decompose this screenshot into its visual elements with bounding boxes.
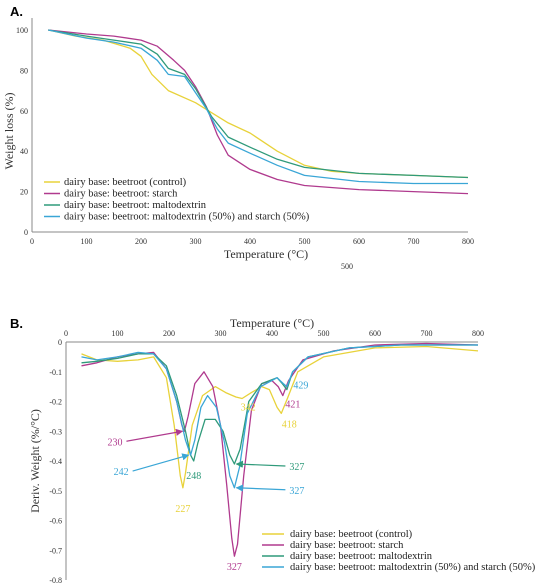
peak-annotation-242: 242 (114, 467, 129, 478)
y-tick-label: -0.5 (49, 487, 62, 496)
x-tick-label: 0 (30, 237, 34, 246)
peak-annotation-342: 342 (241, 403, 256, 414)
x-axis-title: Temperature (°C) (230, 316, 314, 330)
y-tick-label: -0.2 (49, 398, 62, 407)
panel-b-label: B. (10, 316, 23, 331)
x-tick-label: 600 (369, 329, 381, 338)
peak-annotation-327: 327 (289, 486, 304, 497)
panel-a-label: A. (10, 4, 23, 19)
annotation-arrow (235, 460, 286, 468)
legend-label-control: dairy base: beetroot (control) (64, 177, 187, 188)
y-tick-label: 0 (58, 338, 62, 347)
x-tick-label: 700 (421, 329, 433, 338)
series-line-starch (81, 342, 479, 557)
peak-annotation-421: 421 (285, 400, 300, 411)
peak-annotation-429: 429 (293, 381, 308, 392)
annotation-arrow (126, 428, 184, 442)
peak-annotation-227: 227 (175, 504, 190, 515)
y-tick-label: 80 (20, 66, 28, 75)
y-tick-label: 0 (24, 228, 28, 237)
annotation-arrow (235, 484, 286, 492)
x-tick-label: 500 (318, 329, 330, 338)
y-tick-label: -0.3 (49, 427, 62, 436)
x-tick-label: 100 (112, 329, 124, 338)
x-tick-label: 400 (244, 237, 256, 246)
series-line-mix (81, 344, 478, 489)
x-tick-label: 300 (190, 237, 202, 246)
x-tick-label: 600 (353, 237, 365, 246)
annotation-arrow (132, 453, 190, 472)
x-tick-label: 100 (81, 237, 93, 246)
series-line-maltodextrin (48, 29, 469, 179)
peak-annotation-327: 327 (227, 562, 242, 573)
series-line-mix (48, 29, 468, 185)
peak-annotation-248: 248 (186, 471, 201, 482)
y-tick-label: 20 (20, 188, 28, 197)
peak-annotation-230: 230 (107, 437, 122, 448)
legend-label-mix: dairy base: beetroot: maltodextrin (50%)… (64, 212, 310, 223)
y-tick-label: -0.4 (49, 457, 62, 466)
y-tick-label: 40 (20, 147, 28, 156)
x-tick-label: 200 (135, 237, 147, 246)
x-tick-label: 0 (64, 329, 68, 338)
x-tick-label: 500 (299, 237, 311, 246)
legend-label-mix: dairy base: beetroot: maltodextrin (50%)… (290, 562, 536, 573)
y-tick-label: -0.1 (49, 368, 62, 377)
peak-annotation-327: 327 (289, 462, 304, 473)
series-line-starch (48, 29, 469, 195)
y-tick-label: -0.7 (49, 546, 62, 555)
peak-annotation-418: 418 (282, 419, 297, 430)
series-line-control (48, 29, 469, 179)
y-tick-label: 60 (20, 107, 28, 116)
legend-label-maltodextrin: dairy base: beetroot: maltodextrin (290, 551, 433, 562)
x-tick-label: 200 (163, 329, 175, 338)
y-tick-label: -0.6 (49, 517, 62, 526)
legend-label-starch: dairy base: beetroot: starch (290, 540, 404, 551)
x-tick-label: 800 (472, 329, 484, 338)
tga-chart: 0 100 200 300 400 500 600 700 800 0 20 40 60 80 100 Tem… (2, 18, 474, 261)
y-axis-title: Weight loss (%) (2, 92, 16, 169)
series-line-control (81, 345, 479, 489)
x-axis-title: Temperature (°C) (224, 247, 308, 261)
x-tick-label: 700 (408, 237, 420, 246)
legend-label-starch: dairy base: beetroot: starch (64, 189, 178, 200)
dtg-chart: 0 100 200 300 400 500 600 700 800 0 -0.1 -0.2 -0.3 -0… (28, 316, 536, 585)
x-tick-label: 300 (215, 329, 227, 338)
x-tick-label: 800 (462, 237, 474, 246)
y-tick-label: 100 (16, 26, 28, 35)
series-line-maltodextrin (81, 344, 478, 465)
legend-label-maltodextrin: dairy base: beetroot: maltodextrin (64, 200, 207, 211)
y-axis-title: Deriv. Weight (%/°C) (28, 409, 42, 513)
y-tick-label: -0.8 (49, 576, 62, 585)
legend-label-control: dairy base: beetroot (control) (290, 529, 413, 540)
stray-label: 500 (341, 262, 353, 271)
x-tick-label: 400 (266, 329, 278, 338)
